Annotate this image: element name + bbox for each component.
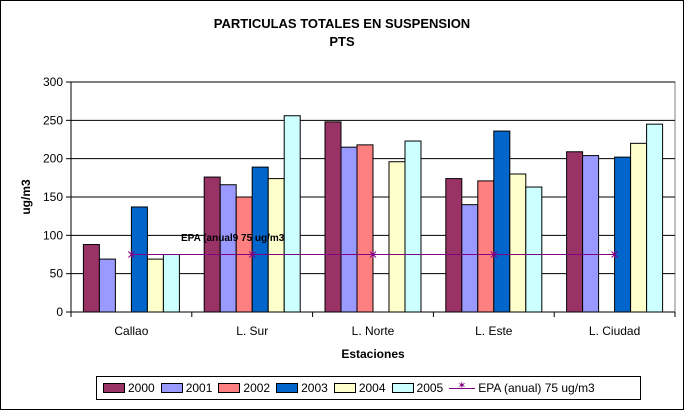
bar-2002-leste: [477, 180, 495, 313]
y-axis-label: ug/m3: [19, 179, 33, 215]
x-tick-label: L. Ciudad: [589, 324, 640, 338]
y-tick-label: 250: [43, 113, 63, 127]
legend-swatch: [276, 383, 299, 393]
y-tick-label: 0: [56, 305, 63, 319]
bar-2000-lsur: [203, 176, 221, 313]
bar-2004-leste: [509, 173, 527, 313]
bar-2003-leste: [493, 130, 511, 313]
bar-2004-lciudad: [630, 142, 648, 313]
legend-label: EPA (anual) 75 ug/m3: [478, 381, 595, 395]
legend: 2000 2001 2002 2003 2004 2005 EPA (anual) 75 u…: [96, 376, 641, 400]
bar-2001-lnorte: [340, 146, 358, 313]
reference-marker: [369, 251, 377, 258]
y-tick-label: 50: [50, 267, 64, 281]
bar-2003-lciudad: [614, 156, 632, 313]
x-tick-label: L. Este: [475, 324, 513, 338]
x-tick-label: L. Sur: [236, 324, 268, 338]
y-axis: 0 50 100 150 200 250 300: [43, 75, 72, 319]
legend-item-2004: 2004: [333, 381, 386, 395]
legend-label: 2003: [301, 381, 328, 395]
legend-swatch: [391, 383, 414, 393]
legend-label: 2001: [185, 381, 213, 395]
reference-marker: [490, 251, 498, 258]
bar-2001-lsur: [219, 184, 237, 313]
bar-2003-callao: [130, 206, 148, 313]
y-tick-label: 100: [43, 228, 63, 242]
x-axis: Callao L. Sur L. Norte L. Este L. Ciudad: [70, 311, 676, 338]
chart-subtitle: PTS: [329, 34, 355, 49]
legend-item-2001: 2001: [160, 381, 213, 395]
legend-item-2005: 2005: [391, 381, 444, 395]
bar-2005-lsur: [283, 115, 301, 313]
bar-2002-lnorte: [356, 144, 374, 313]
bar-2001-leste: [461, 204, 479, 313]
reference-marker: [248, 251, 256, 258]
legend-swatch: [218, 383, 241, 393]
legend-item-2002: 2002: [218, 381, 270, 395]
bars: [82, 115, 664, 313]
legend-label: 2000: [128, 381, 155, 395]
bar-2005-lnorte: [404, 140, 422, 313]
legend-swatch: [103, 383, 125, 393]
bar-2000-lciudad: [566, 151, 584, 313]
x-tick-label: Callao: [114, 324, 148, 338]
y-tick-label: 200: [43, 152, 63, 166]
bar-2000-callao: [82, 244, 100, 313]
y-tick-label: 300: [43, 75, 63, 89]
legend-label: 2004: [358, 381, 386, 395]
legend-line-marker: [449, 379, 476, 393]
bar-2004-lsur: [267, 178, 285, 313]
bar-2005-leste: [525, 186, 543, 313]
bar-2000-lnorte: [324, 121, 342, 313]
reference-marker: [611, 251, 618, 258]
legend-item-2000: 2000: [103, 381, 155, 395]
bar-2005-lciudad: [646, 123, 664, 313]
reference-line: [128, 251, 618, 258]
chart-title: PARTICULAS TOTALES EN SUSPENSION: [213, 16, 471, 31]
x-tick-label: L. Norte: [352, 324, 395, 338]
y-tick-label: 150: [43, 190, 63, 204]
x-axis-label: Estaciones: [341, 347, 405, 361]
legend-swatch: [333, 383, 356, 393]
reference-annotation: EPA (anual9 75 ug/m3: [181, 233, 285, 244]
legend-item-reference: EPA (anual) 75 ug/m3: [449, 379, 595, 395]
bar-2001-lciudad: [582, 155, 600, 313]
legend-label: 2002: [243, 381, 271, 395]
bar-2001-callao: [98, 258, 116, 313]
bar-2000-leste: [445, 178, 463, 313]
bar-2004-lnorte: [388, 161, 406, 313]
legend-swatch: [160, 383, 183, 393]
legend-item-2003: 2003: [276, 381, 328, 395]
legend-label: 2005: [416, 381, 444, 395]
reference-marker: [128, 251, 135, 258]
bar-2004-callao: [146, 258, 164, 313]
bar-2005-callao: [162, 254, 180, 313]
